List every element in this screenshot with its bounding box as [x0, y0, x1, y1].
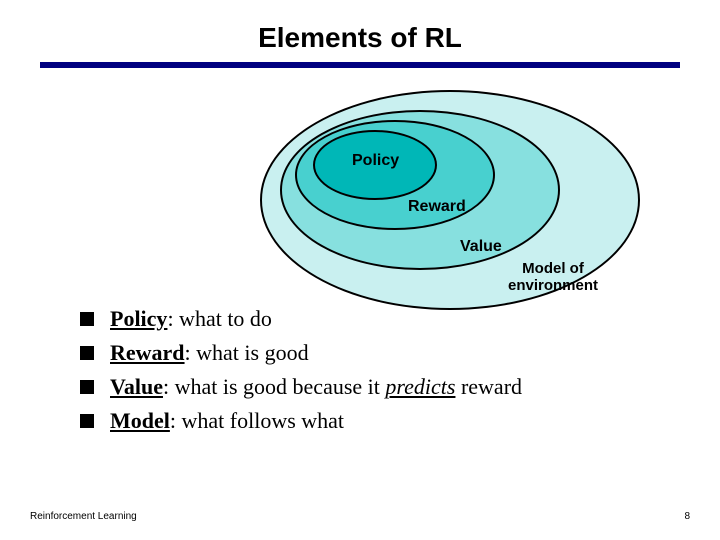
label-value: Value [460, 238, 502, 256]
list-item: Reward: what is good [80, 340, 522, 366]
list-item: Policy: what to do [80, 306, 522, 332]
square-bullet-icon [80, 414, 94, 428]
square-bullet-icon [80, 312, 94, 326]
bullet-text: Model: what follows what [110, 408, 344, 434]
desc-before: : what is good because it [163, 374, 385, 399]
desc-after: reward [455, 374, 522, 399]
desc: : what to do [167, 306, 272, 331]
square-bullet-icon [80, 380, 94, 394]
title-rule-thin [40, 66, 680, 68]
page-number: 8 [684, 511, 690, 522]
list-item: Model: what follows what [80, 408, 522, 434]
list-item: Value: what is good because it predicts … [80, 374, 522, 400]
desc: : what follows what [170, 408, 344, 433]
term: Reward [110, 340, 185, 365]
label-policy: Policy [352, 152, 399, 170]
desc: : what is good [185, 340, 309, 365]
square-bullet-icon [80, 346, 94, 360]
label-reward: Reward [408, 198, 466, 216]
label-model-l1: Model of [522, 260, 584, 277]
label-model-l2: environment [508, 277, 598, 294]
bullet-text: Value: what is good because it predicts … [110, 374, 522, 400]
term: Policy [110, 306, 167, 331]
bullet-text: Reward: what is good [110, 340, 309, 366]
bullet-list: Policy: what to do Reward : what is good … [80, 306, 522, 442]
page-title: Elements of RL [0, 22, 720, 54]
label-model: Model of environment [508, 260, 598, 295]
term: Model [110, 408, 170, 433]
emph: predicts [385, 374, 455, 399]
slide: Elements of RL Policy Reward Value Model… [0, 0, 720, 540]
footer-text: Reinforcement Learning [30, 511, 137, 522]
bullet-text: Policy: what to do [110, 306, 272, 332]
term: Value [110, 374, 163, 399]
